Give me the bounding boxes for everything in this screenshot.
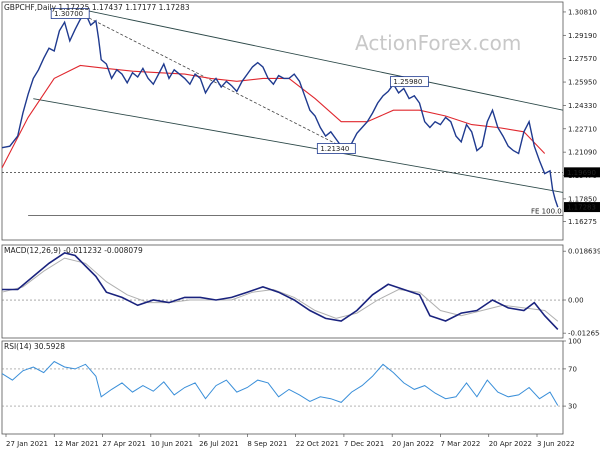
x-tick-label: 27 Apr 2021 [103, 440, 146, 448]
annotation-label: 1.21340 [320, 145, 349, 153]
price-y-tick-label: 1.17850 [568, 195, 597, 203]
channel-lower-line [33, 98, 564, 193]
macd-title: MACD(12,26,9) -0.011232 -0.008079 [4, 246, 143, 255]
channel-upper-line [80, 8, 564, 111]
price-y-tick-label: 1.24330 [568, 102, 597, 110]
price-y-tick-label: 1.27570 [568, 55, 597, 63]
price-y-tick-label: 1.16275 [568, 218, 597, 226]
x-tick-label: 20 Apr 2022 [489, 440, 532, 448]
price-title: GBPCHF,Daily 1.17225 1.17437 1.17177 1.1… [4, 3, 190, 12]
annotation-box [389, 76, 429, 88]
macd-y-tick-label: -0.012654 [568, 330, 600, 338]
rsi-title: RSI(14) 30.5928 [4, 342, 65, 351]
price-y-tick-label: 1.21090 [568, 149, 597, 157]
macd-y-tick-label: 0.00 [568, 297, 584, 305]
fe-label: FE 100.0 [531, 207, 562, 215]
price-y-tick-label: 1.29190 [568, 32, 597, 40]
price-badge [564, 202, 600, 213]
macd-y-tick-label: 0.018639 [568, 248, 600, 256]
x-tick-label: 8 Sep 2021 [247, 440, 287, 448]
annotation-box [316, 143, 356, 154]
rsi-y-tick-label: 100 [568, 338, 581, 346]
x-tick-label: 12 Mar 2021 [54, 440, 98, 448]
price-y-tick-label: 1.30810 [568, 8, 597, 16]
annotation-box [50, 8, 90, 19]
watermark: ActionForex.com [355, 31, 521, 55]
price-y-tick-label: 1.22710 [568, 125, 597, 133]
x-tick-label: 22 Oct 2021 [296, 440, 339, 448]
x-tick-label: 7 Dec 2021 [344, 440, 384, 448]
price-panel-frame [1, 1, 564, 241]
rsi-y-tick-label: 30 [568, 403, 577, 411]
x-tick-label: 3 Jun 2022 [537, 440, 575, 448]
rsi-panel-frame [1, 340, 564, 435]
rsi-y-tick-label: 70 [568, 365, 577, 373]
x-tick-label: 26 Jul 2021 [199, 440, 239, 448]
price-badge-label: 1.19690 [567, 169, 596, 177]
x-tick-label: 20 Jan 2022 [392, 440, 434, 448]
x-tick-label: 27 Jan 2021 [6, 440, 48, 448]
annotation-label: 1.25980 [393, 78, 422, 86]
price-y-tick-label: 1.25950 [568, 79, 597, 87]
macd-panel-frame [1, 244, 564, 339]
price-badge [564, 167, 600, 178]
rsi-line [1, 360, 559, 406]
price-series-line [1, 12, 559, 208]
price-badge-label: 1.17283 [567, 204, 596, 212]
moving-average-line [1, 64, 546, 169]
macd-line [2, 252, 559, 330]
x-tick-label: 10 Jun 2021 [151, 440, 193, 448]
macd-signal-line [1, 257, 559, 322]
x-tick-label: 7 Mar 2022 [440, 440, 480, 448]
annotation-label: 1.30700 [54, 10, 83, 18]
